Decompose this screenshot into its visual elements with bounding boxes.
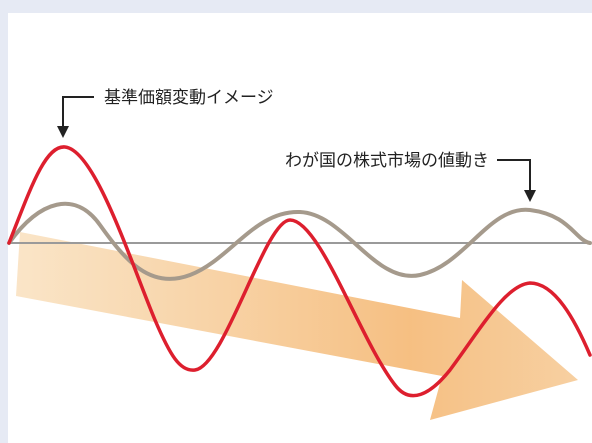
market-callout-line <box>497 159 531 192</box>
market-wave-line <box>7 201 592 281</box>
nav-callout-line <box>62 96 94 128</box>
nav-wave-label: 基準価額変動イメージ <box>104 88 274 108</box>
nav-callout-arrowhead <box>57 126 69 138</box>
market-callout-arrowhead <box>524 190 536 202</box>
downtrend-arrow <box>16 232 578 420</box>
market-wave-label: わが国の株式市場の値動き <box>285 151 489 171</box>
nav-wave-line <box>7 145 592 398</box>
